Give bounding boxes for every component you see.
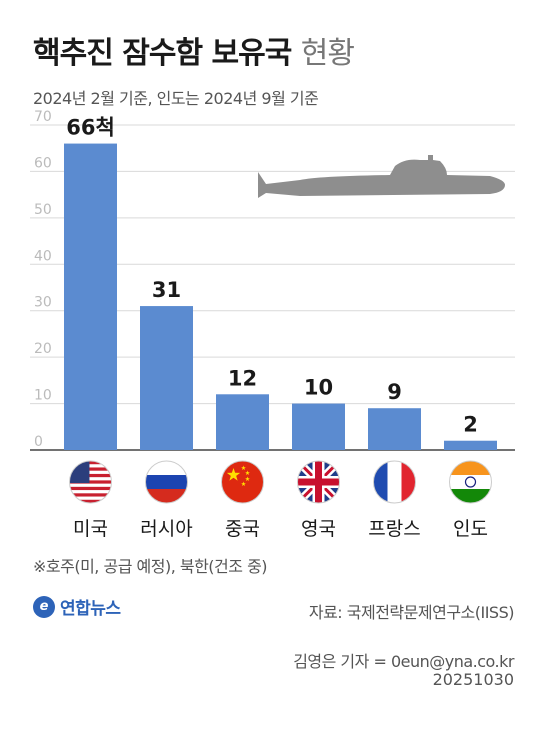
page-title: 핵추진 잠수함 보유국 현황 <box>33 28 355 72</box>
logo-icon: e <box>33 595 55 618</box>
y-tick-label: 50 <box>34 202 52 218</box>
data-label: 12 <box>228 366 257 390</box>
data-label: 10 <box>304 376 333 400</box>
category-label: 미국 <box>73 518 108 540</box>
uk-flag-icon <box>297 460 340 504</box>
data-label: 31 <box>152 278 181 302</box>
title-main: 핵추진 잠수함 보유국 <box>33 36 292 71</box>
category-label: 프랑스 <box>368 518 420 540</box>
data-label: 9 <box>387 380 402 404</box>
bar <box>368 408 421 450</box>
y-tick-label: 30 <box>34 295 52 311</box>
logo-text: 연합뉴스 <box>60 599 121 619</box>
reporter-credit: 김영은 기자 = 0eun@yna.co.kr <box>293 652 514 671</box>
data-label: 2 <box>463 413 478 437</box>
y-tick-label: 60 <box>34 155 52 171</box>
bar <box>444 440 497 450</box>
publish-date: 20251030 <box>432 670 514 689</box>
category-label: 인도 <box>453 518 488 540</box>
y-tick-label: 10 <box>34 388 52 404</box>
y-tick-label: 40 <box>34 248 52 264</box>
bar <box>140 306 193 450</box>
bar <box>216 394 269 450</box>
bar <box>292 403 345 450</box>
data-label: 66척 <box>66 116 115 140</box>
india-flag-icon <box>449 460 492 504</box>
footnote: ※호주(미, 공급 예정), 북한(건조 중) <box>33 557 268 576</box>
y-tick-label: 20 <box>34 341 52 357</box>
us-flag-icon <box>69 460 112 504</box>
y-tick-label: 0 <box>34 434 43 450</box>
y-tick-label: 70 <box>34 109 52 125</box>
title-suffix: 현황 <box>300 36 355 71</box>
russia-flag-icon <box>145 460 188 504</box>
yonhap-logo: e 연합뉴스 <box>33 594 121 619</box>
bar <box>64 143 117 451</box>
category-label: 중국 <box>225 518 260 540</box>
source-credit: 자료: 국제전략문제연구소(IISS) <box>308 603 515 622</box>
france-flag-icon <box>373 460 416 504</box>
category-label: 러시아 <box>140 518 192 540</box>
china-flag-icon <box>221 460 264 504</box>
submarine-icon <box>258 155 505 198</box>
category-label: 영국 <box>301 518 336 540</box>
subtitle: 2024년 2월 기준, 인도는 2024년 9월 기준 <box>33 89 319 108</box>
